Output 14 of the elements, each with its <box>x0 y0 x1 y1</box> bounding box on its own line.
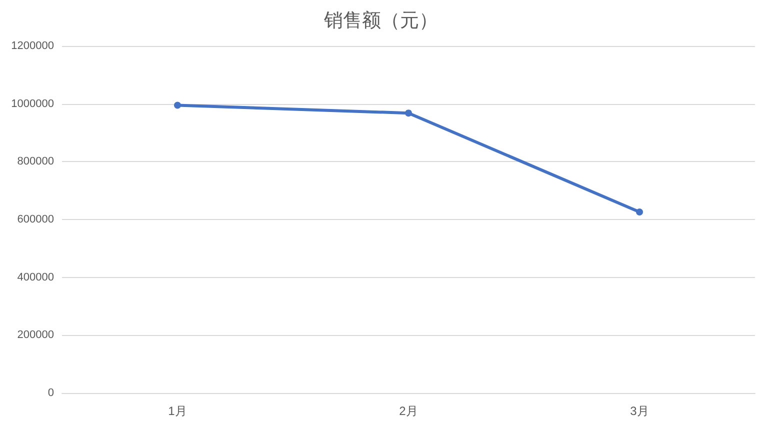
y-tick-label: 200000 <box>17 329 54 342</box>
y-tick-label: 1200000 <box>11 40 54 52</box>
x-tick-label: 3月 <box>630 404 649 418</box>
point <box>636 208 643 216</box>
x-tick-label: 1月 <box>168 404 187 418</box>
x-tick-label: 2月 <box>399 404 418 418</box>
y-tick-label: 1000000 <box>11 98 54 110</box>
point <box>174 102 181 109</box>
y-tick-label: 0 <box>48 387 54 399</box>
point <box>405 110 412 117</box>
y-tick-label: 800000 <box>17 156 54 168</box>
chart-title: 销售额（元） <box>323 10 438 32</box>
y-tick-label: 400000 <box>17 271 54 284</box>
y-tick-label: 600000 <box>17 214 54 226</box>
